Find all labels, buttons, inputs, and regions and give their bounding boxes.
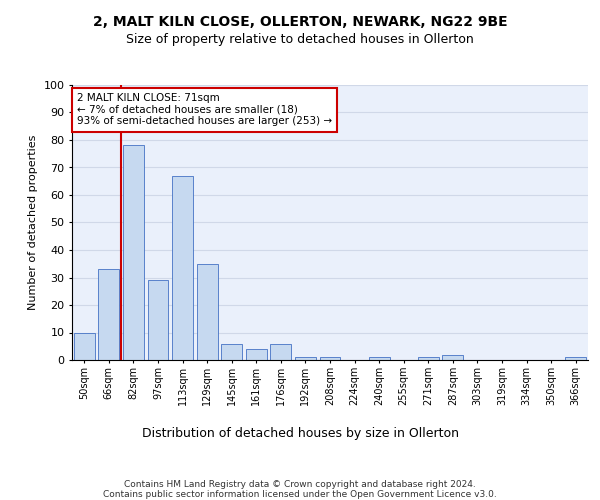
Bar bbox=[197, 264, 218, 360]
Bar bbox=[172, 176, 193, 360]
Bar bbox=[271, 344, 292, 360]
Text: Distribution of detached houses by size in Ollerton: Distribution of detached houses by size … bbox=[142, 428, 458, 440]
Bar bbox=[565, 357, 586, 360]
Bar bbox=[123, 146, 144, 360]
Bar bbox=[221, 344, 242, 360]
Bar bbox=[368, 357, 389, 360]
Text: Contains HM Land Registry data © Crown copyright and database right 2024.
Contai: Contains HM Land Registry data © Crown c… bbox=[103, 480, 497, 500]
Text: 2 MALT KILN CLOSE: 71sqm
← 7% of detached houses are smaller (18)
93% of semi-de: 2 MALT KILN CLOSE: 71sqm ← 7% of detache… bbox=[77, 93, 332, 126]
Text: 2, MALT KILN CLOSE, OLLERTON, NEWARK, NG22 9BE: 2, MALT KILN CLOSE, OLLERTON, NEWARK, NG… bbox=[92, 15, 508, 29]
Bar bbox=[418, 357, 439, 360]
Y-axis label: Number of detached properties: Number of detached properties bbox=[28, 135, 38, 310]
Bar bbox=[74, 332, 95, 360]
Bar bbox=[148, 280, 169, 360]
Bar bbox=[98, 269, 119, 360]
Bar bbox=[320, 357, 340, 360]
Bar bbox=[442, 354, 463, 360]
Bar bbox=[246, 349, 267, 360]
Text: Size of property relative to detached houses in Ollerton: Size of property relative to detached ho… bbox=[126, 32, 474, 46]
Bar bbox=[295, 357, 316, 360]
